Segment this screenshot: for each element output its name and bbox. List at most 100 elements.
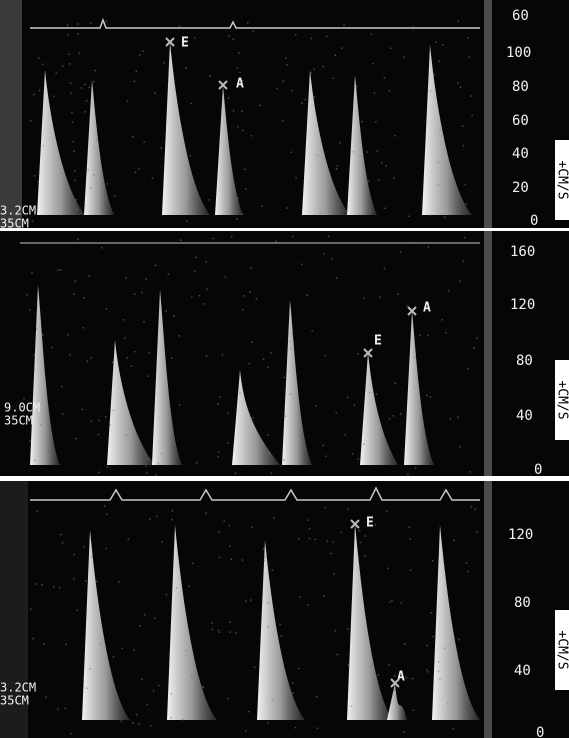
speckle	[286, 207, 289, 209]
speckle	[143, 141, 146, 144]
speckle	[426, 669, 428, 671]
speckle	[325, 455, 327, 458]
speckle	[271, 699, 274, 701]
speckle	[444, 647, 446, 649]
speckle	[282, 119, 284, 122]
speckle	[375, 121, 377, 123]
speckle	[36, 328, 38, 330]
speckle	[336, 653, 338, 656]
speckle	[70, 732, 72, 735]
speckle	[31, 220, 34, 223]
speckle	[28, 309, 31, 311]
speckle	[23, 397, 25, 400]
speckle	[205, 512, 208, 514]
speckle	[182, 718, 184, 721]
speckle	[281, 692, 283, 694]
speckle	[195, 462, 198, 464]
speckle	[403, 643, 406, 645]
speckle	[369, 391, 371, 394]
spectral-waveform	[360, 352, 398, 465]
speckle	[65, 209, 68, 212]
speckle	[306, 604, 309, 606]
speckle	[462, 260, 465, 262]
speckle	[443, 216, 446, 218]
speckle	[149, 518, 151, 520]
speckle	[68, 53, 70, 55]
speckle	[241, 559, 244, 561]
speckle	[198, 294, 201, 297]
speckle	[60, 268, 62, 271]
speckle	[469, 471, 471, 473]
speckle	[112, 409, 115, 412]
speckle	[448, 289, 450, 292]
speckle	[334, 630, 336, 632]
speckle	[31, 272, 33, 274]
speckle	[367, 180, 370, 182]
speckle	[249, 599, 252, 601]
spectral-waveform	[82, 530, 130, 720]
speckle	[41, 63, 44, 66]
scale-tick: 120	[508, 527, 533, 543]
speckle	[98, 419, 101, 422]
speckle	[186, 220, 188, 222]
speckle	[106, 466, 109, 468]
speckle	[333, 573, 335, 575]
speckle	[53, 95, 55, 98]
scale-tick: 100	[506, 45, 531, 61]
speckle	[476, 531, 478, 533]
speckle	[150, 724, 152, 727]
speckle	[314, 538, 317, 541]
depth-label: 9.0CM	[4, 401, 40, 415]
speckle	[290, 151, 293, 154]
speckle	[462, 706, 464, 708]
unit-box	[555, 140, 569, 220]
speckle	[322, 444, 324, 447]
speckle	[77, 238, 79, 241]
speckle	[135, 70, 138, 72]
speckle	[315, 405, 317, 407]
speckle	[242, 129, 244, 132]
speckle	[377, 674, 379, 676]
speckle	[84, 111, 86, 113]
speckle	[435, 41, 437, 43]
speckle	[334, 210, 337, 213]
speckle	[306, 294, 308, 297]
speckle	[346, 396, 349, 399]
speckle	[310, 37, 313, 40]
speckle	[38, 89, 41, 92]
marker-label: E	[366, 516, 374, 531]
speckle	[145, 472, 148, 474]
speckle	[245, 730, 247, 732]
speckle	[238, 52, 240, 54]
speckle	[275, 240, 277, 243]
speckle	[91, 556, 93, 558]
speckle	[326, 540, 328, 542]
speckle	[37, 181, 40, 183]
speckle	[92, 174, 95, 176]
scale-bar	[484, 481, 492, 738]
scale-tick: 60	[512, 8, 529, 24]
speckle	[332, 77, 334, 80]
speckle	[394, 134, 396, 137]
speckle	[391, 599, 393, 602]
speckle	[35, 583, 37, 585]
speckle	[96, 139, 98, 141]
speckle	[361, 120, 363, 123]
speckle	[229, 621, 231, 623]
speckle	[43, 643, 45, 645]
spectral-waveform	[215, 86, 243, 215]
marker-label: A	[236, 77, 244, 92]
speckle	[167, 273, 170, 275]
speckle	[465, 562, 468, 564]
speckle	[82, 546, 85, 548]
speckle	[30, 608, 32, 611]
speckle	[372, 62, 374, 65]
speckle	[170, 357, 173, 359]
speckle	[273, 517, 275, 519]
speckle	[142, 50, 144, 53]
speckle	[467, 368, 469, 370]
speckle	[400, 602, 403, 604]
speckle	[218, 531, 221, 533]
speckle	[413, 356, 416, 358]
